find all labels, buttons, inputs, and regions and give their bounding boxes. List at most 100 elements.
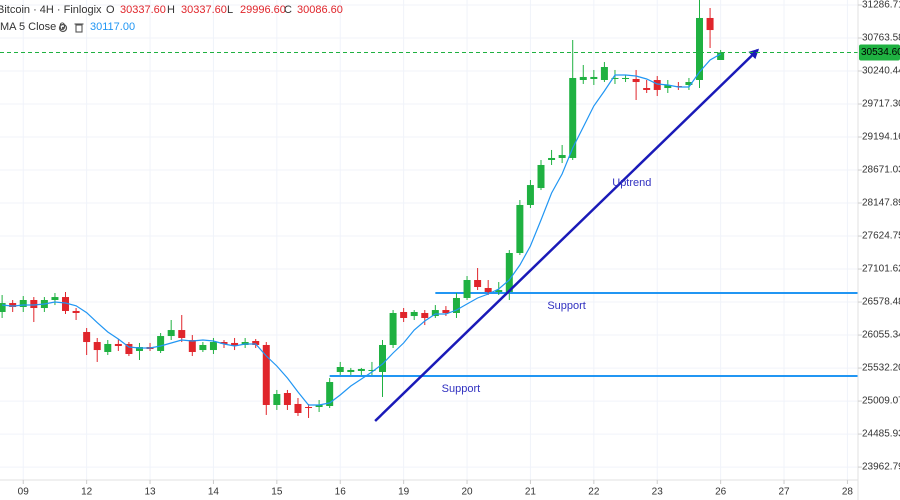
candle-body <box>199 344 207 351</box>
candle-body <box>463 280 471 298</box>
candle-body <box>516 204 524 253</box>
x-tick-label: 28 <box>842 487 854 498</box>
x-tick-label: 19 <box>398 487 410 498</box>
y-tick-label: 28147.89 <box>862 198 900 209</box>
candle-body <box>696 17 704 81</box>
x-tick-label: 12 <box>81 487 93 498</box>
support-label: Support <box>442 383 481 395</box>
candle-body <box>569 77 577 158</box>
candle-body <box>611 77 619 79</box>
y-tick-label: 29717.30 <box>862 99 900 110</box>
symbol: Bitcoin · 4H · Finlogix <box>0 4 102 16</box>
candle-body <box>600 67 608 80</box>
x-tick-label: 23 <box>652 487 664 498</box>
x-tick-label: 22 <box>588 487 600 498</box>
candle-body <box>368 369 376 371</box>
candle-body <box>305 407 313 409</box>
candle-body <box>114 343 122 346</box>
legend-header: Bitcoin · 4H · Finlogix MA 5 Close 0 301… <box>0 4 343 33</box>
grid <box>0 0 858 480</box>
delete-icon[interactable] <box>74 23 84 33</box>
candle-body <box>326 382 334 406</box>
ohlc-key: H <box>167 4 175 16</box>
candle-body <box>357 368 365 371</box>
y-tick-label: 26055.34 <box>862 330 900 341</box>
candle-body <box>188 340 196 352</box>
candle-body <box>62 297 70 311</box>
indicator-name: MA 5 Close 0 <box>0 21 65 33</box>
y-tick-label: 30240.44 <box>862 66 900 77</box>
x-tick-label: 16 <box>335 487 347 498</box>
axes: 31286.71 30763.58 30240.44 29717.30 29194.16… <box>18 0 900 498</box>
y-tick-label: 23962.79 <box>862 462 900 473</box>
support-label: Support <box>547 300 586 312</box>
ohlc-value: 30086.60 <box>297 4 343 16</box>
trend-label: Uptrend <box>612 177 651 189</box>
ma-line <box>2 53 721 406</box>
y-tick-label: 25532.20 <box>862 363 900 374</box>
candle-body <box>579 76 587 80</box>
candle-body <box>51 297 59 300</box>
candle-body <box>262 344 270 405</box>
candle-body <box>157 336 165 351</box>
candle-body <box>537 164 545 189</box>
last-price-label: 30534.60 <box>861 47 900 58</box>
candle-body <box>0 303 6 312</box>
candle-body <box>336 367 344 372</box>
y-tick-label: 27101.62 <box>862 264 900 275</box>
candle-body <box>590 76 598 79</box>
candle-body <box>410 311 418 317</box>
y-tick-label: 24485.93 <box>862 429 900 440</box>
ohlc-key: C <box>284 4 292 16</box>
settings-icon[interactable] <box>58 23 68 33</box>
candle-body <box>526 185 534 205</box>
candle-body <box>706 17 714 31</box>
candle-body <box>632 78 640 83</box>
ohlc-value: 30337.60 <box>181 4 227 16</box>
candle-body <box>421 312 429 318</box>
candle-body <box>717 52 725 60</box>
candle-body <box>178 330 186 338</box>
plot-area: Support Support Uptrend <box>0 0 858 422</box>
ohlc-value: 30337.60 <box>120 4 166 16</box>
candle-body <box>474 280 482 288</box>
candle-body <box>442 310 450 313</box>
ohlc-key: L <box>227 4 233 16</box>
ohlc-value: 29996.60 <box>240 4 286 16</box>
candle-body <box>548 157 556 160</box>
candle-body <box>431 310 439 317</box>
trend-line <box>374 48 760 422</box>
y-tick-label: 27624.75 <box>862 231 900 242</box>
candle-body <box>664 84 672 89</box>
x-tick-label: 14 <box>208 487 220 498</box>
candle-body <box>484 288 492 292</box>
candle-body <box>220 342 228 344</box>
candle-body <box>283 392 291 405</box>
indicator-value: 30117.00 <box>90 21 135 33</box>
candle-body <box>135 347 143 351</box>
candle-body <box>347 369 355 372</box>
x-tick-label: 09 <box>18 487 30 498</box>
candle-body <box>9 303 17 308</box>
candle-body <box>379 344 387 372</box>
candle-body <box>294 403 302 413</box>
candle-body <box>93 342 101 351</box>
candle-body <box>167 330 175 337</box>
y-tick-label: 25009.07 <box>862 396 900 407</box>
last-price-tag <box>859 44 900 61</box>
candle-body <box>685 82 693 85</box>
candle-body <box>252 341 260 345</box>
candle-body <box>315 404 323 408</box>
candle-body <box>558 155 566 158</box>
x-tick-label: 13 <box>144 487 156 498</box>
y-tick-label: 31286.71 <box>862 0 900 11</box>
candle-body <box>505 252 513 292</box>
candle-body <box>273 394 281 405</box>
candle-body <box>19 300 27 308</box>
ohlc-key: O <box>106 4 115 16</box>
candle-body <box>643 88 651 90</box>
candle-body <box>452 297 460 313</box>
candle-body <box>400 311 408 318</box>
